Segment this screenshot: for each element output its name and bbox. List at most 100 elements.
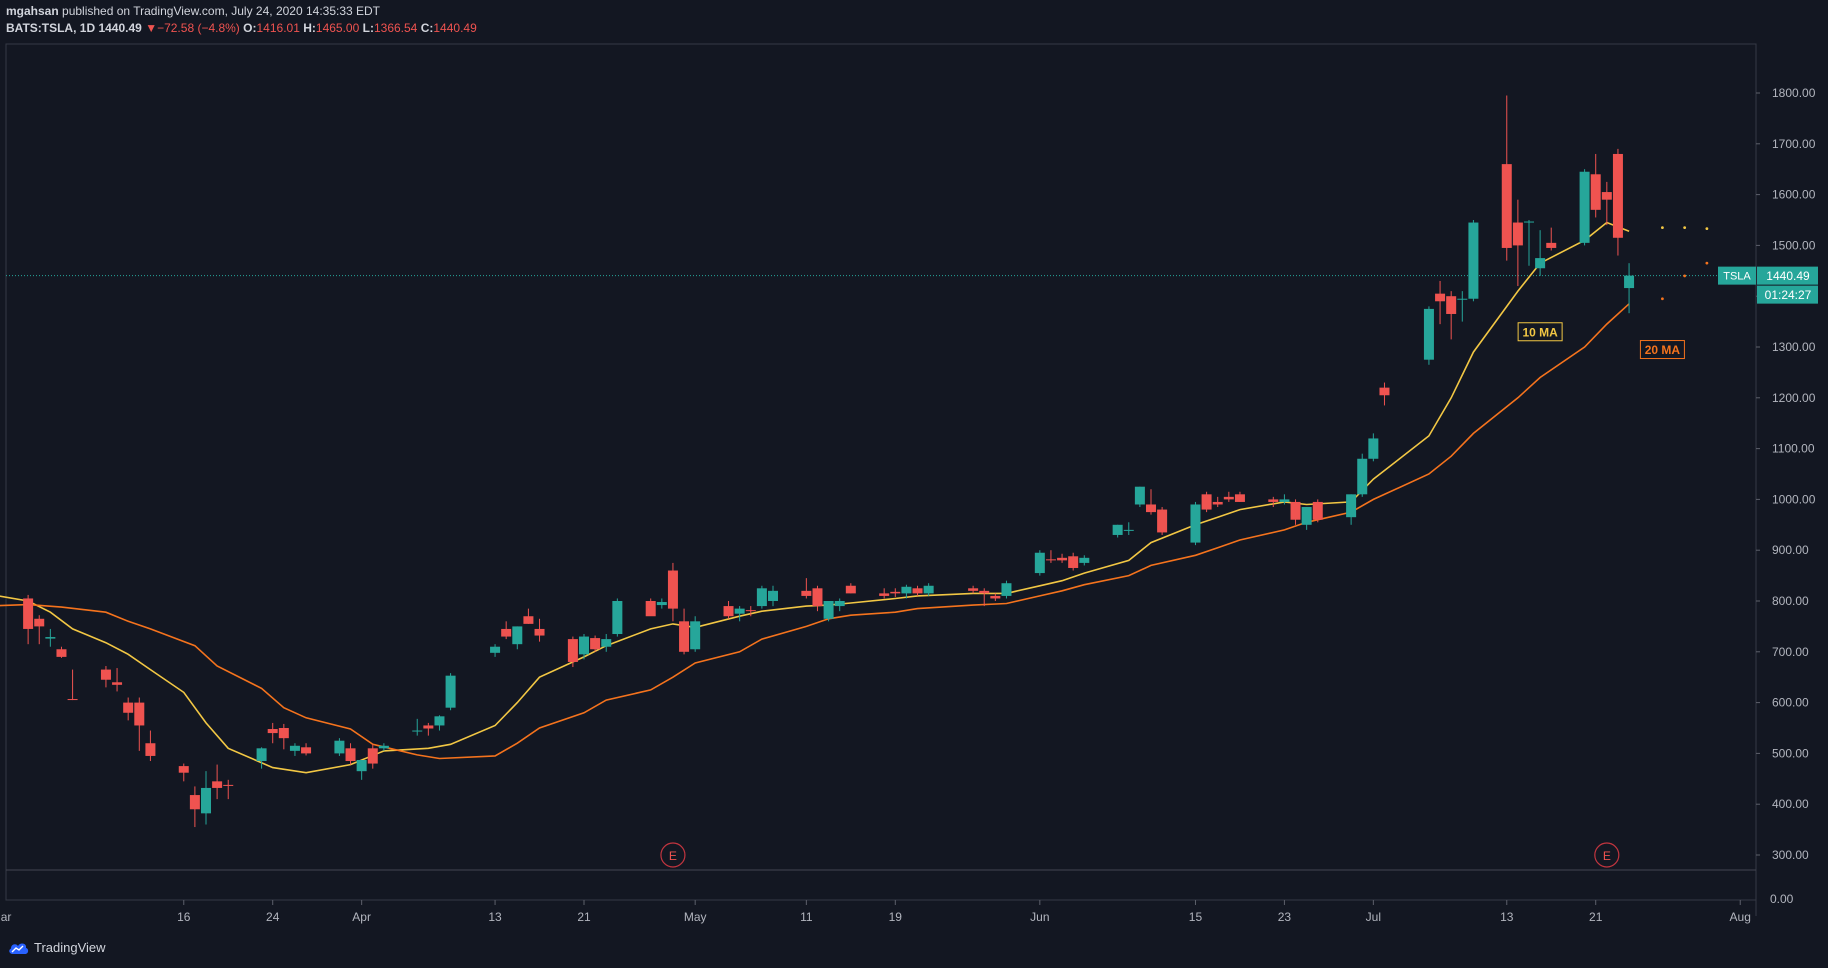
candle: [745, 606, 756, 617]
candle: [1312, 499, 1323, 523]
x-tick-label: 11: [800, 910, 813, 924]
candle-body: [734, 608, 745, 614]
candle-body: [1612, 153, 1623, 238]
ma-label-text: 20 MA: [1645, 343, 1681, 357]
x-tick-label: 19: [889, 910, 903, 924]
candle: [223, 779, 234, 800]
candle: [768, 585, 778, 607]
publish-info: mgahsan published on TradingView.com, Ju…: [6, 4, 380, 18]
symbol-price-tag: TSLA 1440.49 01:24:27: [1718, 266, 1818, 304]
x-tick-label: Jul: [1366, 910, 1381, 924]
earnings-circle: [1594, 842, 1620, 868]
candle-body: [1446, 296, 1457, 314]
candle: [256, 747, 267, 769]
author-name[interactable]: mgahsan: [6, 4, 59, 18]
candle-body: [601, 639, 612, 647]
candle: [723, 601, 734, 619]
candle: [1512, 199, 1523, 287]
x-tick-label: Aug: [1730, 910, 1751, 924]
price-tag-text: 1440.49: [1766, 269, 1810, 283]
candle: [1212, 496, 1223, 508]
candle: [1190, 501, 1201, 546]
time-axis[interactable]: Mar 16 24 Apr 13 21 May 11 19 Jun 15 23 Jul 13 21 Aug: [0, 900, 1751, 924]
candle-body: [1034, 552, 1045, 574]
x-tick-label: May: [684, 910, 707, 924]
candle: [267, 722, 278, 744]
earnings-label: E: [1603, 849, 1611, 863]
ma-projection-dot: [1705, 261, 1709, 265]
candle: [1346, 494, 1357, 525]
candle-body: [901, 586, 912, 594]
candle-body: [1301, 507, 1312, 525]
candle-body: [1624, 275, 1635, 289]
candle: [579, 634, 589, 660]
candle-body: [968, 588, 979, 591]
candle-body: [1079, 557, 1090, 563]
candle: [1034, 550, 1045, 576]
candle-body: [134, 702, 145, 726]
y-tick-label: 1200.00: [1772, 391, 1816, 405]
candle: [100, 666, 111, 688]
candle-body: [334, 740, 345, 754]
candle-body: [845, 585, 856, 594]
candle-body: [667, 570, 678, 609]
candle: [523, 608, 534, 624]
candle: [1301, 507, 1312, 530]
candle: [1045, 550, 1056, 563]
footer-brand[interactable]: TradingView: [8, 940, 106, 955]
candle: [1546, 227, 1557, 251]
candle-body: [67, 699, 78, 701]
candle: [823, 601, 834, 622]
candle-body: [823, 601, 834, 619]
candle-body: [1134, 486, 1145, 505]
candle-body: [1368, 438, 1379, 459]
candles: [23, 95, 1635, 828]
low-value: 1366.54: [373, 21, 418, 35]
candle: [1423, 306, 1434, 365]
candle: [1268, 496, 1279, 508]
candle: [367, 744, 378, 769]
candle-body: [834, 601, 845, 607]
candle: [1134, 486, 1145, 508]
candle: [112, 668, 123, 692]
candle: [56, 646, 67, 658]
x-tick-label: 23: [1278, 910, 1292, 924]
candle-body: [189, 795, 200, 810]
candle: [645, 598, 656, 617]
candle-body: [768, 590, 778, 601]
candle: [423, 722, 434, 736]
y-tick-label: 1500.00: [1772, 238, 1816, 252]
candle: [1579, 169, 1590, 246]
candle: [1201, 491, 1212, 513]
candle: [1234, 491, 1245, 502]
close-label: C:: [420, 21, 434, 35]
candle-body: [1268, 499, 1279, 502]
high-label: H:: [303, 21, 316, 35]
brand-label: TradingView: [34, 940, 106, 955]
price-axis[interactable]: 300.00 400.00 500.00 600.00 700.00 800.00 900.…: [1756, 86, 1816, 862]
ma-label-text: 10 MA: [1522, 325, 1558, 339]
candle: [334, 738, 345, 756]
candle-body: [1201, 494, 1212, 510]
candle-body: [490, 646, 501, 653]
y-tick-label: 800.00: [1772, 594, 1809, 608]
candle-body: [1357, 458, 1368, 495]
candle: [23, 594, 34, 645]
candle-body: [1223, 496, 1234, 500]
tradingview-cloud-icon: [9, 943, 29, 954]
candle-body: [1423, 308, 1434, 360]
candle-body: [1601, 192, 1612, 200]
ma-projection-dot: [1683, 226, 1687, 230]
candle: [1290, 499, 1301, 525]
candle-body: [1457, 298, 1468, 300]
candle: [656, 598, 667, 609]
candle-body: [645, 601, 656, 617]
x-tick-label: Mar: [0, 910, 11, 924]
candle: [501, 621, 512, 640]
candle-body: [1045, 559, 1056, 561]
candle-body: [1146, 504, 1156, 513]
x-tick-label: Jun: [1030, 910, 1049, 924]
candle: [968, 585, 979, 594]
